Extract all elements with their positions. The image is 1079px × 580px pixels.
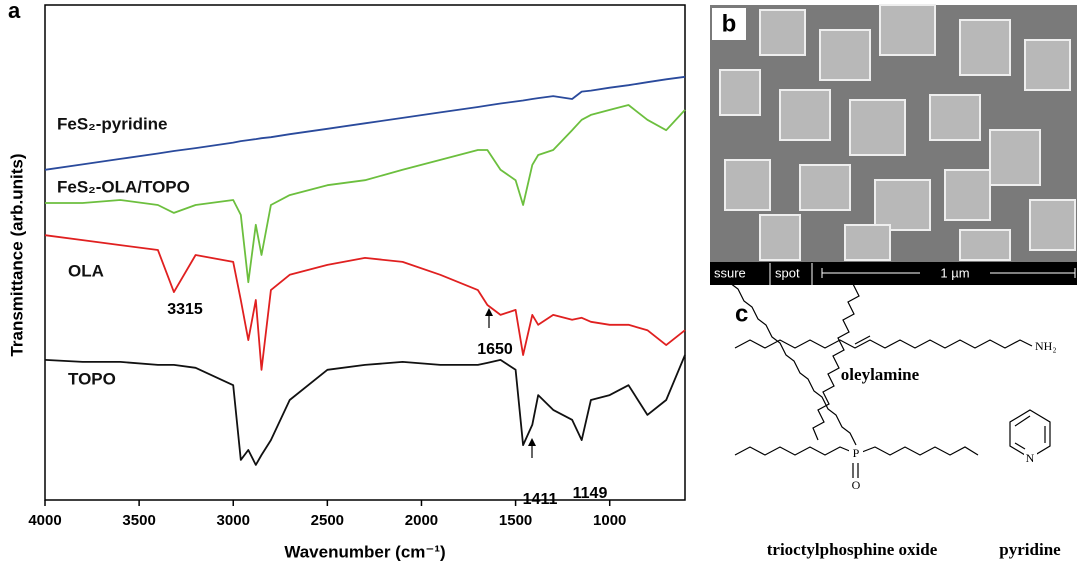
x-axis-label: Wavenumber (cm⁻¹)	[284, 542, 445, 561]
series-label: FeS₂-OLA/TOPO	[57, 177, 190, 196]
annotation: 1650	[477, 341, 513, 358]
panel-label: c	[735, 300, 748, 327]
scale-bar-text: ssure	[714, 265, 746, 280]
scale-bar-text: 1 µm	[940, 265, 969, 280]
atom: N	[1026, 451, 1035, 465]
annotation: 3315	[167, 301, 203, 318]
x-tick-label: 4000	[28, 512, 61, 529]
atom: NH₂	[1035, 339, 1057, 353]
atom: O	[852, 478, 861, 492]
series-label: TOPO	[68, 369, 116, 388]
panel-label: b	[722, 10, 737, 37]
series-label: OLA	[68, 261, 104, 280]
x-tick-label: 1000	[593, 512, 626, 529]
plot-frame	[44, 4, 686, 501]
y-axis-label: Transmittance (arb.units)	[7, 153, 26, 356]
x-tick-label: 2000	[405, 512, 438, 529]
molecule-name: pyridine	[999, 540, 1061, 559]
atom: P	[853, 446, 860, 460]
atom-bg	[849, 446, 863, 460]
atom-bg	[1024, 452, 1037, 465]
scale-bar-text: spot	[775, 265, 800, 280]
annotation: 1411	[523, 491, 558, 508]
x-tick-label: 1500	[499, 512, 532, 529]
spectrum	[44, 354, 686, 466]
spectrum	[44, 234, 686, 371]
spectrum	[44, 75, 686, 171]
x-tick-label: 3000	[217, 512, 250, 529]
spectrum	[45, 104, 686, 284]
panel-label: a	[8, 0, 21, 23]
annotation: 1149	[573, 485, 608, 502]
x-tick-label: 2500	[311, 512, 344, 529]
x-tick-label: 3500	[122, 512, 155, 529]
series-label: FeS₂-pyridine	[57, 114, 168, 133]
molecule-name: trioctylphosphine oxide	[767, 540, 938, 559]
arrows	[485, 308, 536, 458]
sem-image	[710, 4, 1077, 285]
molecule-name: oleylamine	[841, 365, 920, 384]
